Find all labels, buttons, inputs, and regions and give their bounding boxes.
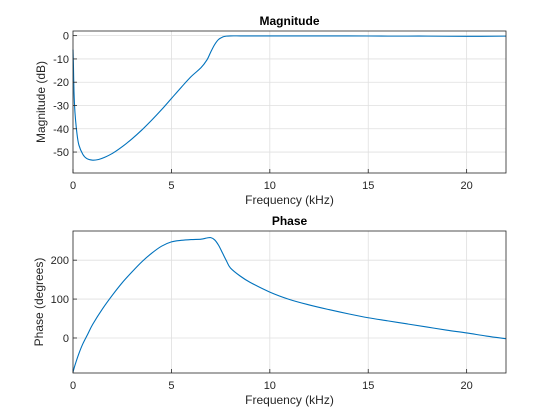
phase-axes-background — [73, 231, 506, 373]
magnitude-x-tick-label: 10 — [264, 180, 276, 192]
magnitude-x-tick-label: 5 — [168, 180, 174, 192]
magnitude-ticks: 0 5 10 15 20 0 -10 -20 -30 -40 -50 — [53, 31, 473, 192]
magnitude-y-tick-label: 0 — [63, 31, 69, 43]
magnitude-x-tick-label: 0 — [70, 180, 76, 192]
phase-y-tick-label: 200 — [51, 255, 69, 267]
magnitude-x-axis-label: Frequency (kHz) — [245, 193, 334, 207]
phase-axes-box — [72, 230, 507, 374]
phase-x-tick-label: 20 — [461, 380, 473, 392]
magnitude-axes-box — [72, 30, 507, 174]
magnitude-series-line — [72, 35, 507, 161]
magnitude-x-tick-label: 15 — [362, 180, 374, 192]
phase-y-tick-label: 0 — [63, 333, 69, 345]
magnitude-plot-area — [72, 35, 507, 161]
magnitude-y-tick-label: -40 — [53, 124, 69, 136]
magnitude-y-axis-label: Magnitude (dB) — [34, 61, 48, 143]
phase-x-tick-label: 15 — [362, 380, 374, 392]
magnitude-axes-background — [73, 31, 506, 173]
phase-plot-area — [72, 236, 507, 373]
phase-y-tick-label: 100 — [51, 294, 69, 306]
magnitude-x-tick-label: 20 — [461, 180, 473, 192]
phase-x-tick-label: 10 — [264, 380, 276, 392]
phase-x-tick-label: 0 — [70, 380, 76, 392]
phase-x-tick-label: 5 — [168, 380, 174, 392]
magnitude-y-tick-label: -20 — [53, 77, 69, 89]
magnitude-y-tick-label: -10 — [53, 54, 69, 66]
magnitude-y-tick-label: -50 — [53, 147, 69, 159]
magnitude-subplot: 0 5 10 15 20 0 -10 -20 -30 -40 -50 Magnitude Frequ… — [34, 14, 507, 207]
magnitude-title: Magnitude — [260, 14, 320, 28]
phase-x-axis-label: Frequency (kHz) — [245, 393, 334, 407]
phase-y-axis-label: Phase (degrees) — [32, 258, 46, 347]
phase-series-line — [72, 236, 507, 373]
phase-title: Phase — [272, 214, 308, 228]
magnitude-grid — [72, 31, 506, 173]
magnitude-y-tick-label: -30 — [53, 100, 69, 112]
